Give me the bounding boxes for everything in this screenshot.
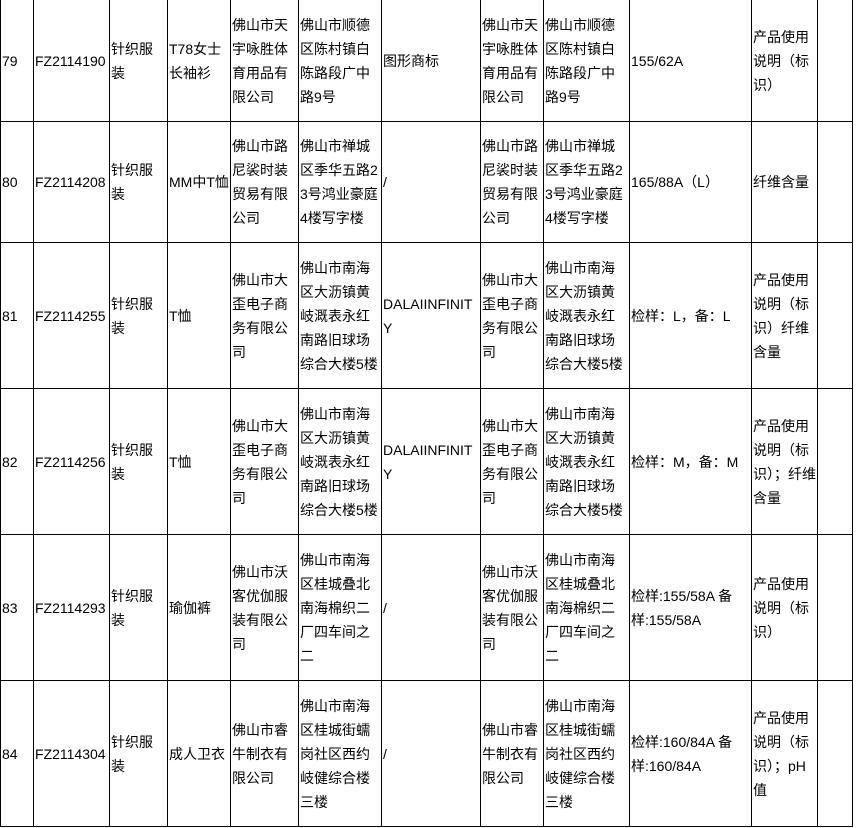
table-row: 80 FZ2114208 针织服装 MM中T恤 佛山市路尼裟时装贸易有限公司 佛山市禅城区… (0, 121, 853, 243)
cell-extra (817, 0, 853, 122)
cell-product: T恤 (167, 388, 231, 535)
cell-seller-addr: 佛山市南海区大沥镇黄岐溉表永红南路旧球场综合大楼5楼 (543, 388, 630, 535)
cell-failed: 产品使用说明（标识）纤维含量 (751, 242, 818, 389)
cell-failed: 产品使用说明（标识） (751, 0, 818, 122)
cell-seller: 佛山市天宇咏胜体育用品有限公司 (480, 0, 544, 122)
cell-spec: 检样:160/84A 备样:160/84A (629, 680, 752, 827)
table-row: 83 FZ2114293 针织服装 瑜伽裤 佛山市沃客优伽服装有限公司 佛山市南海区桂城叠… (0, 534, 853, 681)
cell-extra (817, 242, 853, 389)
cell-code: FZ2114256 (33, 388, 110, 535)
cell-producer: 佛山市路尼裟时装贸易有限公司 (230, 121, 299, 243)
cell-producer-addr: 佛山市南海区桂城叠北南海棉织二厂四车间之二 (298, 534, 382, 681)
cell-code: FZ2114190 (33, 0, 110, 122)
cell-seller: 佛山市沃客优伽服装有限公司 (480, 534, 544, 681)
cell-producer-addr: 佛山市禅城区季华五路23号鸿业豪庭4楼写字楼 (298, 121, 382, 243)
cell-code: FZ2114255 (33, 242, 110, 389)
cell-failed: 产品使用说明（标识）；纤维含量 (751, 388, 818, 535)
cell-producer-addr: 佛山市顺德区陈村镇白陈路段广中路9号 (298, 0, 382, 122)
cell-producer: 佛山市大歪电子商务有限公司 (230, 242, 299, 389)
cell-producer: 佛山市沃客优伽服装有限公司 (230, 534, 299, 681)
cell-product: T78女士长袖衫 (167, 0, 231, 122)
cell-failed: 产品使用说明（标识） (751, 534, 818, 681)
table-row: 79 FZ2114190 针织服装 T78女士长袖衫 佛山市天宇咏胜体育用品有限公司 佛山… (0, 0, 853, 122)
cell-category: 针织服装 (109, 242, 168, 389)
cell-category: 针织服装 (109, 121, 168, 243)
cell-product: 成人卫衣 (167, 680, 231, 827)
cell-seller-addr: 佛山市南海区大沥镇黄岐溉表永红南路旧球场综合大楼5楼 (543, 242, 630, 389)
cell-product: T恤 (167, 242, 231, 389)
cell-no: 83 (0, 534, 34, 681)
cell-code: FZ2114208 (33, 121, 110, 243)
table-row: 81 FZ2114255 针织服装 T恤 佛山市大歪电子商务有限公司 佛山市南海区大沥镇黄… (0, 242, 853, 389)
cell-code: FZ2114293 (33, 534, 110, 681)
table-row: 84 FZ2114304 针织服装 成人卫衣 佛山市睿牛制衣有限公司 佛山市南海区桂城街蠕… (0, 680, 853, 827)
cell-seller-addr: 佛山市南海区桂城叠北南海棉织二厂四车间之二 (543, 534, 630, 681)
cell-spec: 检样:155/58A 备样:155/58A (629, 534, 752, 681)
cell-producer: 佛山市睿牛制衣有限公司 (230, 680, 299, 827)
cell-trademark: / (381, 534, 481, 681)
cell-seller: 佛山市睿牛制衣有限公司 (480, 680, 544, 827)
cell-seller: 佛山市大歪电子商务有限公司 (480, 242, 544, 389)
cell-no: 84 (0, 680, 34, 827)
cell-no: 82 (0, 388, 34, 535)
cell-code: FZ2114304 (33, 680, 110, 827)
cell-seller-addr: 佛山市禅城区季华五路23号鸿业豪庭4楼写字楼 (543, 121, 630, 243)
cell-no: 80 (0, 121, 34, 243)
cell-spec: 155/62A (629, 0, 752, 122)
cell-producer: 佛山市天宇咏胜体育用品有限公司 (230, 0, 299, 122)
cell-seller-addr: 佛山市南海区桂城街蠕岗社区西约岐健综合楼三楼 (543, 680, 630, 827)
cell-category: 针织服装 (109, 388, 168, 535)
table-row: 82 FZ2114256 针织服装 T恤 佛山市大歪电子商务有限公司 佛山市南海区大沥镇黄… (0, 388, 853, 535)
cell-category: 针织服装 (109, 534, 168, 681)
cell-spec: 检样：M，备：M (629, 388, 752, 535)
cell-extra (817, 680, 853, 827)
cell-category: 针织服装 (109, 680, 168, 827)
cell-producer-addr: 佛山市南海区大沥镇黄岐溉表永红南路旧球场综合大楼5楼 (298, 388, 382, 535)
cell-producer: 佛山市大歪电子商务有限公司 (230, 388, 299, 535)
cell-category: 针织服装 (109, 0, 168, 122)
cell-extra (817, 388, 853, 535)
cell-extra (817, 534, 853, 681)
cell-spec: 165/88A（L） (629, 121, 752, 243)
cell-trademark: DALAIINFINITY (381, 242, 481, 389)
cell-seller-addr: 佛山市顺德区陈村镇白陈路段广中路9号 (543, 0, 630, 122)
cell-extra (817, 121, 853, 243)
cell-product: MM中T恤 (167, 121, 231, 243)
cell-failed: 产品使用说明（标识）；pH值 (751, 680, 818, 827)
cell-seller: 佛山市大歪电子商务有限公司 (480, 388, 544, 535)
cell-no: 79 (0, 0, 34, 122)
cell-failed: 纤维含量 (751, 121, 818, 243)
cell-spec: 检样：L，备：L (629, 242, 752, 389)
cell-trademark: 图形商标 (381, 0, 481, 122)
cell-product: 瑜伽裤 (167, 534, 231, 681)
cell-trademark: / (381, 121, 481, 243)
cell-producer-addr: 佛山市南海区桂城街蠕岗社区西约岐健综合楼三楼 (298, 680, 382, 827)
cell-seller: 佛山市路尼裟时装贸易有限公司 (480, 121, 544, 243)
cell-trademark: / (381, 680, 481, 827)
cell-producer-addr: 佛山市南海区大沥镇黄岐溉表永红南路旧球场综合大楼5楼 (298, 242, 382, 389)
cell-trademark: DALAIINFINITY (381, 388, 481, 535)
cell-no: 81 (0, 242, 34, 389)
